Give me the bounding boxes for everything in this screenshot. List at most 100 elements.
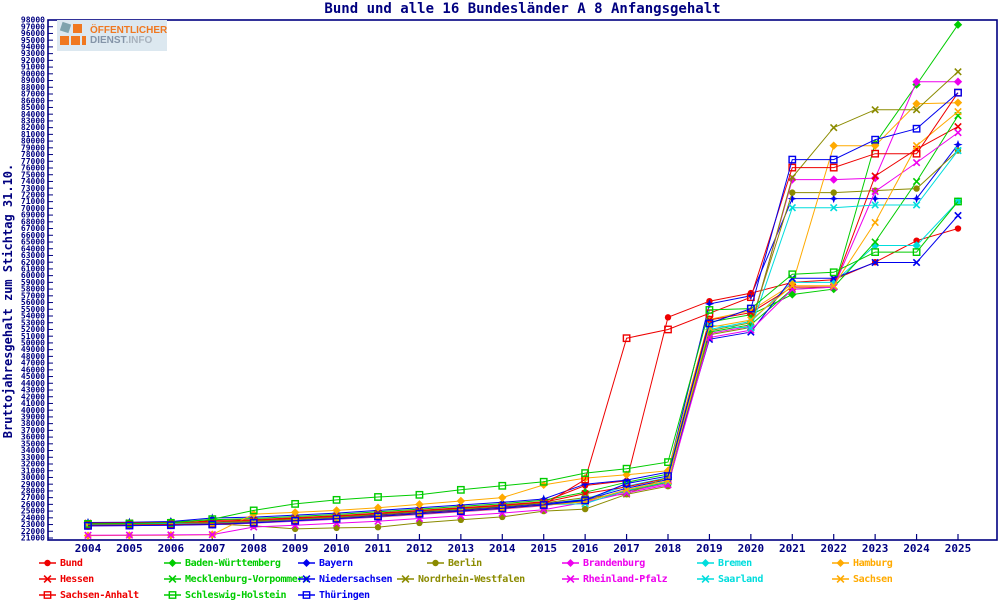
data-point-marker	[829, 194, 839, 204]
data-point-marker	[333, 524, 340, 532]
data-point-marker	[912, 248, 921, 256]
data-point-marker	[166, 521, 175, 530]
series-line	[88, 201, 959, 525]
data-point-marker	[498, 493, 507, 502]
y-tick-label: 27000	[21, 493, 45, 502]
data-point-marker	[580, 488, 590, 497]
x-tick-label: 2006	[158, 542, 185, 555]
data-point-marker	[498, 504, 507, 513]
logo-text: ÖFFENTLICHER DIENST.INFO	[90, 25, 167, 46]
data-point-marker	[207, 513, 217, 523]
x-tick-label: 2014	[489, 542, 516, 555]
data-point-marker	[664, 458, 672, 467]
series-schleswig-holstein	[84, 197, 962, 528]
y-tick-label: 76000	[21, 164, 45, 173]
data-point-marker	[125, 521, 134, 530]
data-point-marker	[290, 508, 300, 517]
data-point-marker	[954, 225, 962, 232]
x-tick-label: 2020	[738, 542, 765, 555]
x-tick-label: 2017	[613, 542, 640, 555]
y-tick-label: 60000	[21, 271, 45, 280]
data-point-marker	[953, 77, 963, 86]
y-tick-label: 55000	[21, 305, 45, 314]
data-point-marker	[829, 141, 838, 150]
data-point-marker	[871, 218, 879, 227]
series-bayern	[83, 139, 963, 528]
data-point-marker	[913, 185, 920, 192]
data-point-marker	[705, 306, 714, 314]
y-tick-label: 33000	[21, 453, 45, 462]
data-point-marker	[664, 325, 672, 334]
y-tick-label: 51000	[21, 332, 45, 341]
data-point-marker	[622, 485, 631, 494]
y-tick-label: 58000	[21, 285, 45, 294]
series-line	[87, 215, 959, 525]
data-point-marker	[871, 149, 880, 158]
y-tick-label: 65000	[21, 238, 45, 247]
data-point-marker	[332, 495, 341, 504]
data-point-marker	[912, 149, 921, 158]
y-tick-label: 48000	[21, 352, 45, 361]
x-tick-label: 2012	[406, 542, 433, 555]
data-point-marker	[954, 122, 962, 131]
series-line	[87, 92, 959, 527]
data-point-marker	[788, 155, 797, 164]
data-point-marker	[332, 514, 341, 523]
y-tick-label: 21000	[21, 534, 45, 543]
data-point-marker	[580, 479, 590, 489]
y-tick-label: 39000	[21, 413, 45, 422]
data-point-marker	[746, 304, 755, 313]
x-tick-label: 2016	[572, 542, 599, 555]
data-point-marker	[954, 107, 962, 116]
data-point-marker	[829, 283, 838, 291]
data-point-marker	[953, 98, 963, 107]
y-tick-label: 31000	[21, 466, 45, 475]
y-tick-label: 89000	[21, 76, 45, 85]
data-point-marker	[912, 141, 921, 150]
x-tick-label: 2022	[820, 542, 847, 555]
data-point-marker	[912, 99, 921, 108]
series-line	[87, 201, 959, 525]
data-point-marker	[871, 105, 879, 114]
y-tick-label: 93000	[21, 49, 45, 58]
data-point-marker	[539, 494, 549, 504]
y-tick-label: 41000	[21, 399, 45, 408]
data-point-marker	[788, 290, 797, 299]
data-point-marker	[498, 481, 507, 490]
chart-title: Bund und alle 16 Bundesländer A 8 Anfang…	[324, 1, 721, 17]
y-tick-label: 57000	[21, 291, 45, 300]
data-point-marker	[953, 139, 963, 150]
data-point-marker	[788, 280, 797, 289]
x-tick-label: 2013	[448, 542, 475, 555]
data-point-marker	[581, 505, 589, 513]
logo-dienst: DIENST	[90, 34, 126, 46]
series-th-ringen	[84, 88, 962, 530]
series-line	[87, 132, 959, 536]
x-tick-label: 2008	[240, 542, 267, 555]
y-tick-label: 70000	[21, 204, 45, 213]
series-niedersachsen	[84, 211, 962, 529]
y-tick-label: 43000	[21, 386, 45, 395]
series-sachsen-anhalt	[84, 88, 962, 530]
y-tick-label: 46000	[21, 365, 45, 374]
series-hessen	[84, 122, 962, 527]
y-tick-label: 71000	[21, 197, 45, 206]
data-point-marker	[581, 469, 590, 477]
data-point-marker	[415, 490, 424, 499]
y-tick-label: 68000	[21, 217, 45, 226]
data-point-marker	[912, 158, 921, 167]
series-berlin	[84, 147, 962, 533]
data-point-marker	[911, 194, 922, 204]
y-tick-label: 30000	[21, 473, 45, 482]
plot-border	[47, 19, 998, 541]
data-point-marker	[374, 524, 382, 531]
y-tick-label: 62000	[21, 258, 45, 267]
oeffentlicher-dienst-info-logo[interactable]: ÖFFENTLICHER DIENST.INFO	[57, 20, 167, 51]
data-point-marker	[581, 496, 590, 505]
data-point-marker	[912, 124, 921, 133]
y-tick-label: 75000	[21, 170, 45, 179]
data-point-marker	[829, 274, 838, 283]
series-nordrhein-westfalen	[84, 67, 962, 528]
data-point-marker	[912, 177, 921, 186]
series-sachsen	[84, 107, 962, 530]
